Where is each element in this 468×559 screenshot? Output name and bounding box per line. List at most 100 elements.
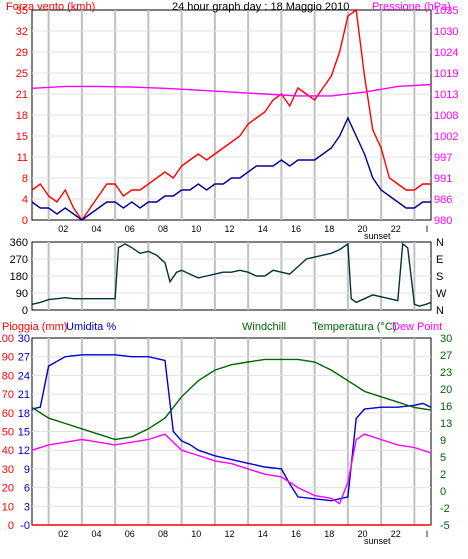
windchill-label: Windchill [242,321,286,333]
x-tick-label: 12 [224,224,234,234]
right-tick-label: 30 [440,333,452,345]
direction-tick-labels: 0 90 180 270 360 [10,237,28,317]
left-tick-label: 30 [2,464,14,476]
right-tick-label: N [436,305,444,317]
series-line [31,8,431,222]
x-tick-label: 04 [91,529,101,539]
x-tick-label: 02 [58,529,68,539]
right-tick-label: -5 [440,520,450,532]
right-tick-label: 16 [440,401,452,413]
x-tick-label: 06 [125,224,135,234]
dewpoint-label: Dew Point [392,321,442,333]
wind-axis-label: Forza vento (kmh) [6,1,95,13]
left-tick-label: 90 [16,288,28,300]
right-tick-label: 1035 [434,5,458,17]
right-tick-label: 991 [434,173,452,185]
right-tick-label: 5 [440,452,446,464]
right-tick-label: -2 [440,503,450,515]
series-line [31,116,431,221]
right-tick-label: 1002 [434,131,458,143]
left2-tick-label: 9 [24,464,30,476]
right-tick-label: 23 [440,367,452,379]
right-tick-label: 0 [440,486,446,498]
x-tick-label: 16 [291,224,301,234]
right-tick-label: 1013 [434,89,458,101]
left2-tick-label: 21 [18,389,30,401]
left-tick-label: 20 [2,483,14,495]
direction-grid [32,242,431,310]
x-end-tick: I [426,224,429,234]
left-tick-label: 180 [10,271,28,283]
right-tick-label: E [436,254,443,266]
left-tick-label: 40 [2,445,14,457]
temp-humidity-series [31,354,432,526]
left2-tick-label: -0 [20,520,30,532]
wind-tick-labels: 0 4 8 11 15 18 21 25 29 32 35 [16,5,28,227]
left2-tick-label: 30 [18,333,30,345]
x-tick-label: 20 [357,224,367,234]
right-tick-label: 986 [434,194,452,206]
left-tick-label: 100 [0,333,14,345]
wind-pressure-grid [32,10,431,220]
x-tick-label: 02 [58,224,68,234]
right-tick-label: 1008 [434,110,458,122]
left-tick-label: 0 [8,520,14,532]
x-tick-label: 10 [191,529,201,539]
left2-tick-label: 6 [24,483,30,495]
x-tick-label: 22 [391,224,401,234]
wind-x-tick-labels: 02 04 06 08 10 12 14 16 18 20 22 I [58,224,428,234]
left-tick-label: 25 [16,68,28,80]
x-tick-label: 08 [158,224,168,234]
temperature-tick-labels: -5 -2 0 2 5 9 13 16 20 23 27 30 [440,333,452,532]
left-tick-label: 4 [22,194,28,206]
chart-title: 24 hour graph day : 18 Maggio 2010 [172,1,349,13]
rain-tick-labels: 0 10 20 30 40 50 60 70 80 90 100 [0,333,14,532]
left-tick-label: 35 [16,5,28,17]
series-line [31,83,432,97]
x-tick-label: 14 [258,529,268,539]
left-tick-label: 10 [2,501,14,513]
right-tick-label: 27 [440,350,452,362]
x-tick-label: 04 [91,224,101,234]
series-line [31,358,432,441]
left-tick-label: 60 [2,408,14,420]
temperature-axis-label: Temperatura (°C) [312,321,396,333]
pressure-axis-label: Pressione (hPa) [372,1,451,13]
rain-axis-label: Pioggia (mm) [2,321,67,333]
left-tick-label: 50 [2,427,14,439]
x-tick-label: 14 [258,224,268,234]
left-tick-label: 18 [16,110,28,122]
left2-tick-label: 24 [18,370,30,382]
direction-series [31,242,432,307]
left-tick-label: 32 [16,26,28,38]
left-tick-label: 0 [22,305,28,317]
left-tick-label: 80 [2,370,14,382]
series-line [31,242,432,307]
left-tick-label: 8 [22,173,28,185]
left2-tick-label: 18 [18,408,30,420]
left-tick-label: 90 [2,352,14,364]
x-tick-label: 18 [324,224,334,234]
left2-tick-label: 27 [18,352,30,364]
right-tick-label: N [436,237,444,249]
right-tick-label: 1019 [434,68,458,80]
left-tick-label: 21 [16,89,28,101]
right-tick-label: 980 [434,215,452,227]
left-tick-label: 270 [10,254,28,266]
left-tick-label: 29 [16,47,28,59]
right-tick-label: 1030 [434,26,458,38]
x-tick-label: 16 [291,529,301,539]
left-tick-label: 0 [22,215,28,227]
x-tick-label: 10 [191,224,201,234]
left-tick-label: 360 [10,237,28,249]
right-tick-label: 1024 [434,47,458,59]
x-tick-label: 08 [158,529,168,539]
right-tick-label: 2 [440,469,446,481]
series-line [31,433,432,505]
humidity-axis-label: Umidita % [66,321,116,333]
right-tick-label: S [436,271,443,283]
wind-pressure-series [31,8,432,222]
series-line [31,354,432,502]
